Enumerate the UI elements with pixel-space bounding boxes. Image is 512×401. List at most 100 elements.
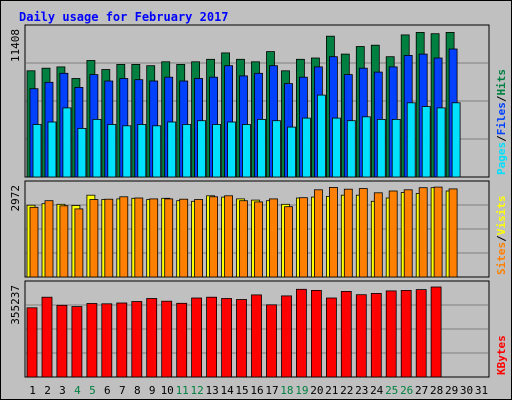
bar-kbytes [41,296,53,378]
legend-entry: / [495,95,508,102]
legend: KBytes [495,335,508,375]
legend: Pages/Files/Hits [495,69,508,175]
bar-pages [376,119,386,178]
bar-sites [343,188,353,278]
bar-pages [47,121,57,178]
bar-kbytes [370,292,382,378]
day-label: 17 [265,384,278,397]
bar-sites [179,198,189,278]
bar-sites [224,195,234,278]
bar-sites [418,187,428,278]
legend-entry: Hits [495,69,508,96]
legend-entry: Sites [495,242,508,275]
bar-sites [59,205,69,278]
bar-pages [32,124,42,178]
day-label: 15 [235,384,248,397]
max-value-label: 2972 [9,185,22,212]
day-label: 3 [59,384,66,397]
bar-pages [227,121,237,178]
bar-kbytes [101,303,113,378]
day-label: 19 [295,384,308,397]
day-label: 4 [74,384,81,397]
chart-title: Daily usage for February 2017 [19,10,229,24]
day-label: 11 [176,384,189,397]
day-label: 22 [340,384,353,397]
day-label: 6 [104,384,111,397]
bar-pages [421,106,431,178]
bar-sites [388,190,398,278]
day-label: 21 [325,384,338,397]
bar-sites [254,201,263,278]
day-label: 2 [44,384,51,397]
day-label: 12 [190,384,203,397]
bar-pages [287,126,296,178]
bar-kbytes [385,290,397,378]
bar-kbytes [281,295,292,378]
bar-sites [358,188,368,278]
bar-sites [89,199,99,278]
bar-pages [77,128,87,178]
legend-entry: KBytes [495,335,508,375]
day-label: 24 [370,384,384,397]
bar-pages [436,107,446,178]
bar-kbytes [26,307,38,378]
day-label: 8 [134,384,141,397]
day-label: 30 [460,384,473,397]
bar-pages [167,121,177,178]
bar-sites [284,206,293,278]
day-label: 25 [385,384,398,397]
bar-kbytes [176,302,188,378]
bar-kbytes [325,297,337,378]
bar-pages [331,117,341,178]
bar-kbytes [266,304,277,378]
bar-kbytes [310,289,322,378]
legend-entry: Files [495,102,508,135]
bar-sites [119,196,129,278]
bar-sites [104,198,114,278]
bar-pages [242,124,251,178]
bar-kbytes [221,298,233,378]
bar-kbytes [86,303,98,378]
day-label: 5 [89,384,96,397]
bar-kbytes [206,296,218,378]
bar-kbytes [430,286,442,378]
bar-sites [269,198,278,278]
bar-kbytes [131,301,143,378]
bar-sites [298,197,308,278]
chart-body: 11408Pages/Files/Hits2972Sites/Visits355… [9,24,508,397]
max-value-label: 11408 [9,29,22,62]
bar-pages [62,107,72,178]
bar-pages [316,94,326,178]
bar-pages [152,125,162,178]
bar-sites [313,189,323,278]
bar-sites [433,186,443,278]
bar-sites [373,192,383,278]
bar-pages [182,124,192,178]
bar-sites [44,200,54,278]
day-label: 13 [205,384,218,397]
legend-entry: / [495,135,508,142]
day-label: 16 [250,384,263,397]
bar-sites [149,198,159,278]
bar-kbytes [251,294,262,378]
day-label: 29 [445,384,458,397]
bar-pages [391,119,401,178]
panel-hits-files-pages: 11408 Pages/Files/Hits [9,24,508,178]
day-label: 18 [280,384,293,397]
day-label: 31 [475,384,488,397]
bar-sites [74,208,84,278]
bar-pages [346,120,356,178]
day-label: 23 [355,384,368,397]
bar-sites [164,198,174,278]
bar-pages [406,102,416,178]
day-label: 20 [310,384,323,397]
day-label: 10 [161,384,174,397]
bar-kbytes [355,294,367,378]
bar-kbytes [236,299,247,378]
bar-kbytes [415,289,427,378]
bar-pages [107,124,117,178]
bar-pages [361,116,371,178]
bar-pages [212,124,222,178]
bar-kbytes [56,304,68,378]
